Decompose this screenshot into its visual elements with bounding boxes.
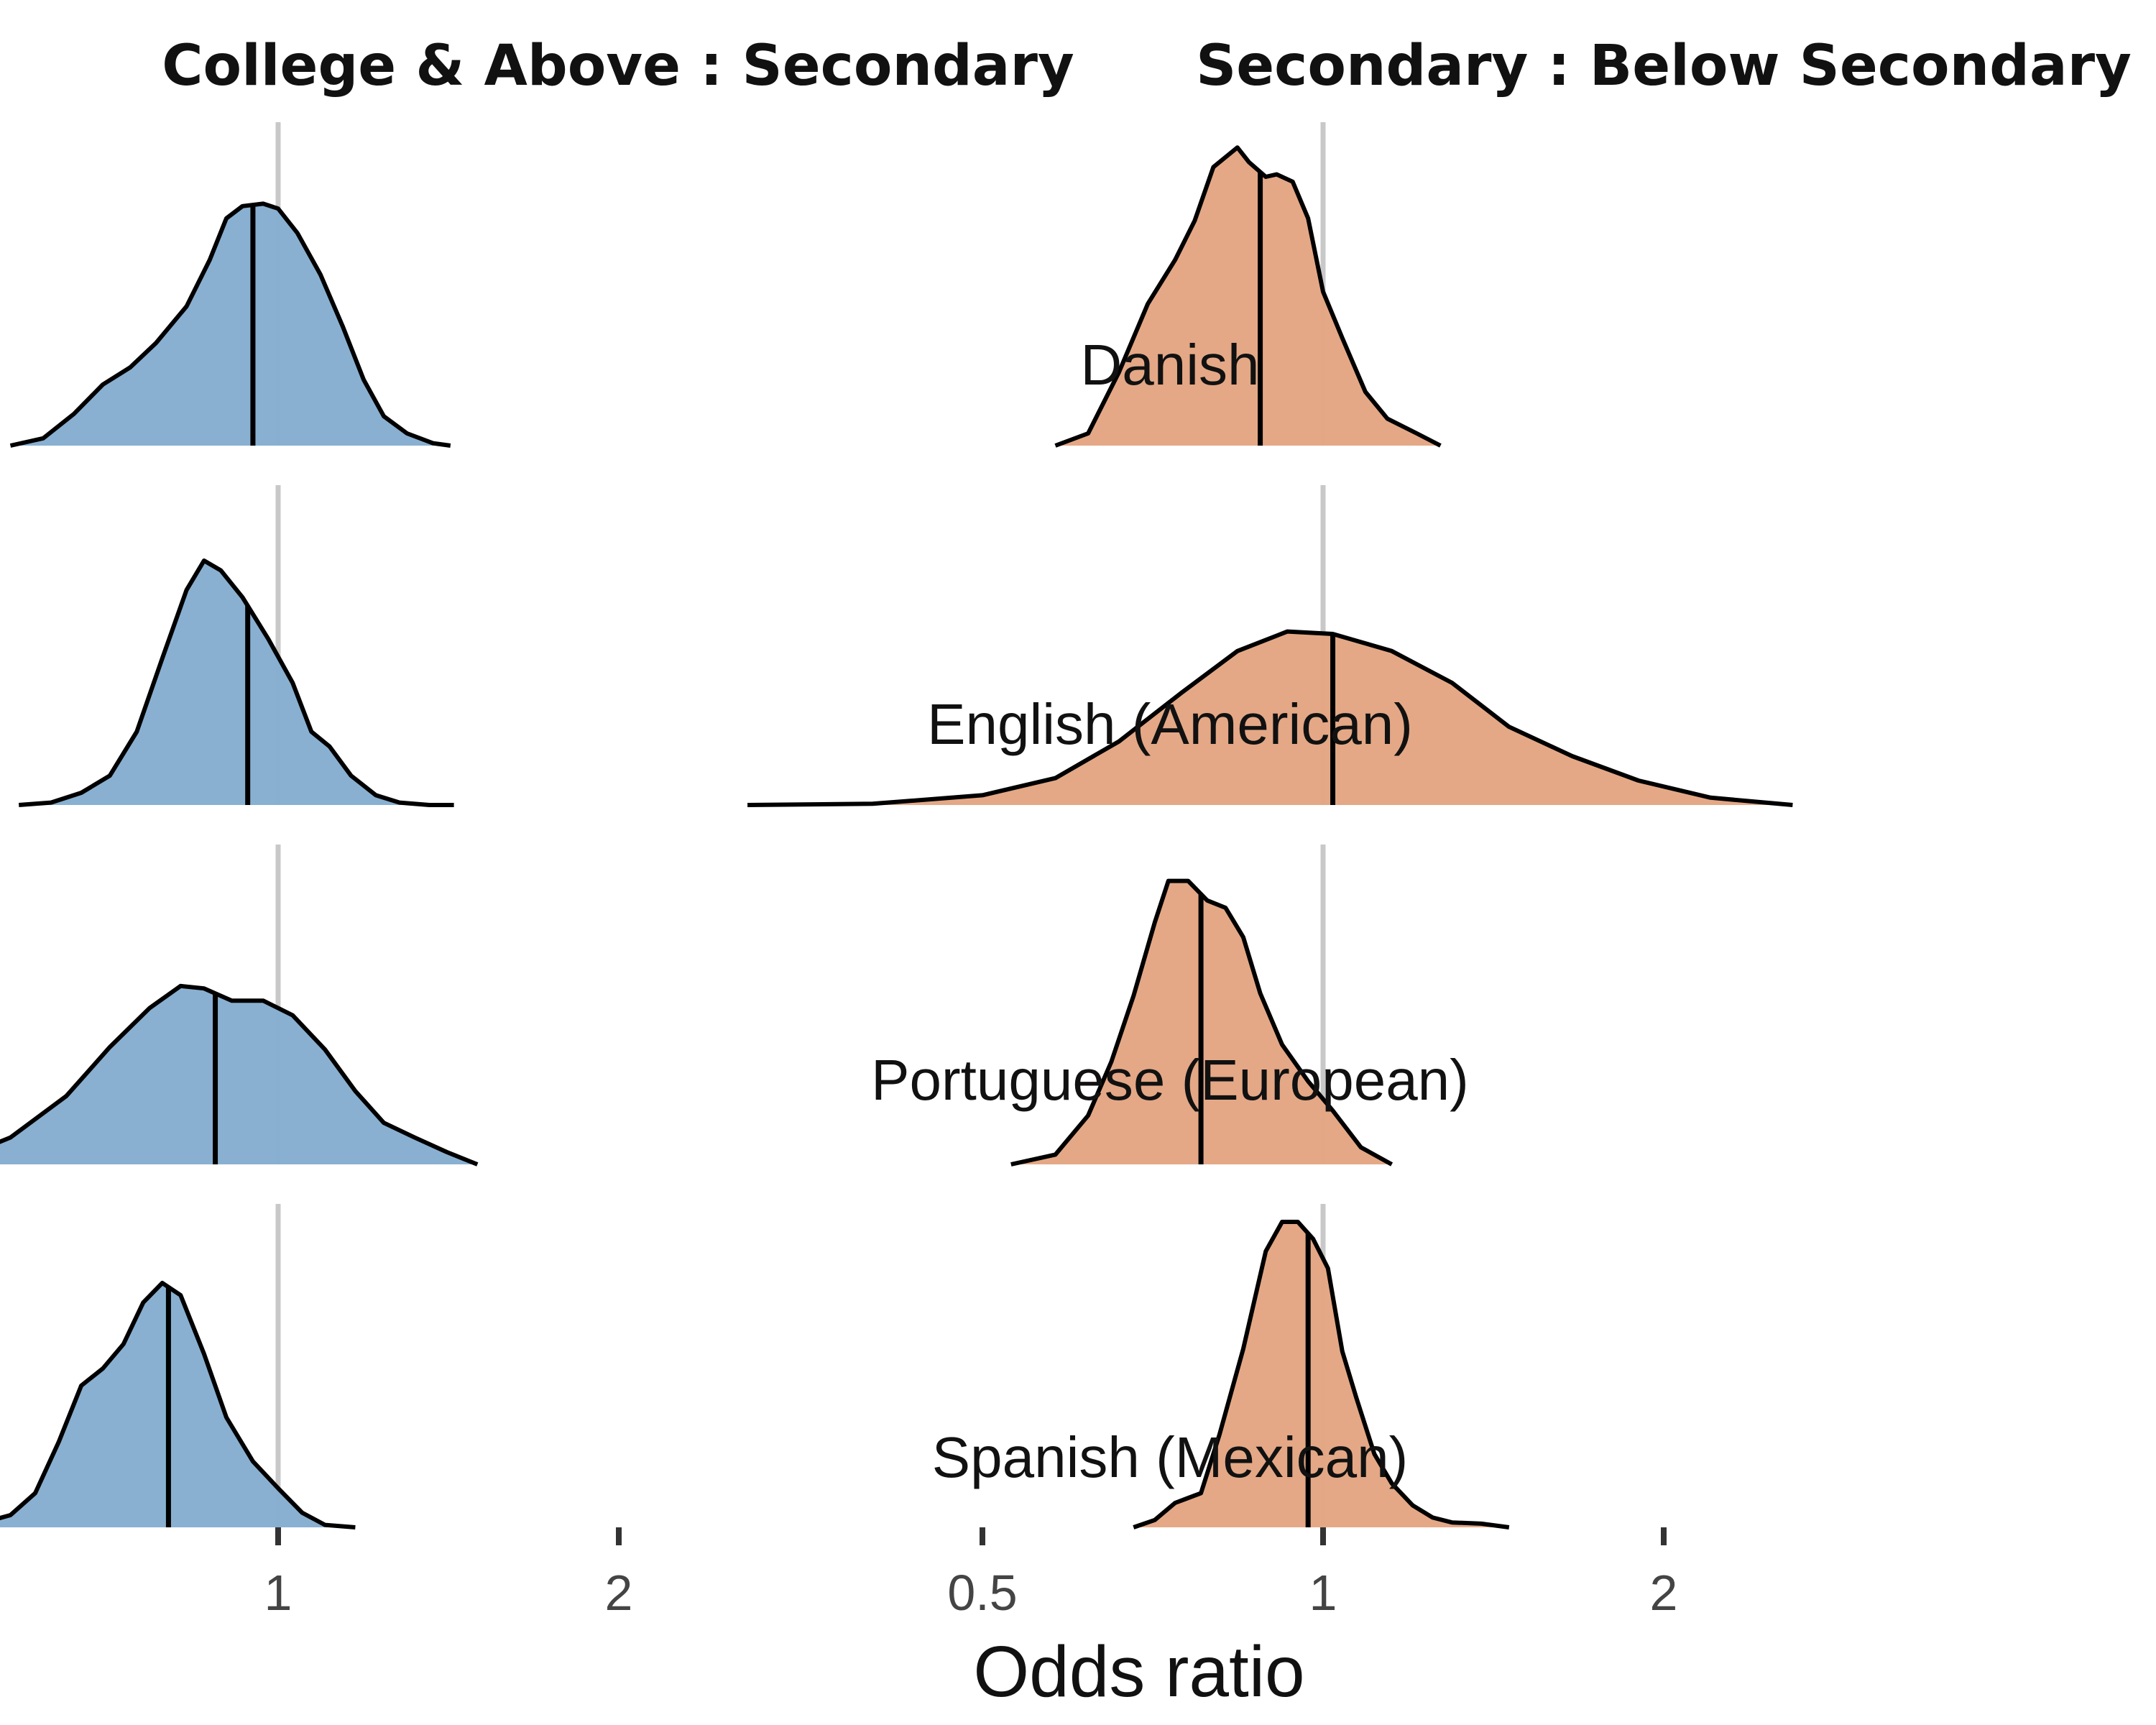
density-portuguese-european <box>0 983 479 1167</box>
density-spanish-mexican <box>0 1281 356 1530</box>
x-tick-label: 2 <box>1650 1565 1678 1621</box>
x-tick-label: 0.5 <box>947 1565 1017 1621</box>
row-label-spanish: Spanish (Mexican) <box>932 1425 1409 1489</box>
panel-right <box>747 122 1793 1530</box>
density-english-american <box>747 629 1793 807</box>
density-spanish-mexican <box>1133 1220 1510 1530</box>
x-tick-label: 2 <box>605 1565 633 1621</box>
density-danish <box>9 201 451 448</box>
panel-title-left: College & Above : Secondary <box>162 34 1074 98</box>
x-axis-title: Odds ratio <box>973 1632 1304 1712</box>
density-danish <box>1054 145 1442 448</box>
x-tick-label: 1 <box>1309 1565 1337 1621</box>
row-label-english: English (American) <box>927 692 1413 756</box>
panel-title-right: Secondary : Below Secondary <box>1196 34 2132 98</box>
x-tick-label: 1 <box>264 1565 292 1621</box>
row-label-portuguese: Portuguese (European) <box>871 1048 1469 1112</box>
x-axis: 0.5120.512 <box>264 1527 1678 1621</box>
panel-left <box>0 122 479 1530</box>
row-label-danish: Danish <box>1080 333 1259 397</box>
density-english-american <box>18 558 454 807</box>
